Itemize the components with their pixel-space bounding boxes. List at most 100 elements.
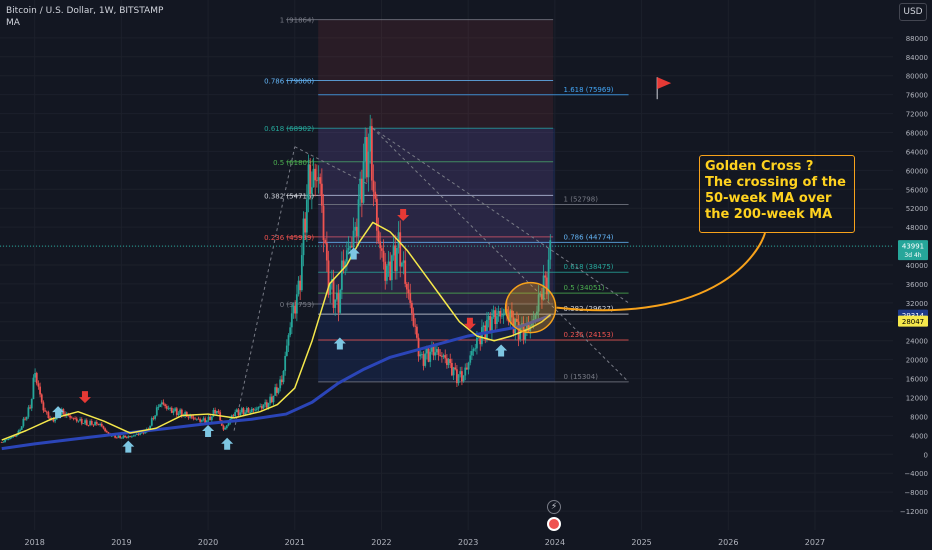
candle-body <box>269 396 272 403</box>
candle-body <box>367 151 370 178</box>
candle-body <box>437 349 440 355</box>
candle-body <box>70 417 73 419</box>
candle-body <box>461 371 463 382</box>
candle-body <box>154 415 157 419</box>
up-arrow-icon <box>52 406 65 419</box>
candle-body <box>69 415 71 418</box>
fib-level-label: 1 (91864) <box>280 17 315 25</box>
candle-body <box>122 435 125 438</box>
candle-body <box>320 183 323 206</box>
candle-body <box>40 394 43 403</box>
candle-body <box>295 294 298 314</box>
fib2-level-label: 0.618 (38475) <box>564 263 614 271</box>
fib-level-label: 0.618 (68902) <box>264 125 314 133</box>
candle-body <box>119 435 122 438</box>
candle-body <box>432 345 435 356</box>
candle-body <box>415 326 418 338</box>
candle-body <box>44 410 46 412</box>
trendline-dashed <box>372 127 629 383</box>
y-tick-label: 60000 <box>906 167 928 175</box>
candle-body <box>214 409 217 414</box>
candle-body <box>279 379 282 389</box>
y-tick-label: 80000 <box>906 73 928 81</box>
candle-body <box>134 434 137 436</box>
candle-body <box>45 411 48 413</box>
candle-body <box>0 441 3 443</box>
candle-body <box>267 402 270 408</box>
candle-body <box>305 199 308 233</box>
candle-body <box>451 363 453 376</box>
candle-body <box>27 407 30 417</box>
candle-body <box>387 261 390 266</box>
x-tick-label: 2026 <box>718 538 738 547</box>
candle-body <box>390 255 393 281</box>
candle-body <box>200 419 203 422</box>
fib-level-label: 0.5 (61809) <box>273 159 314 167</box>
candle-body <box>87 425 90 426</box>
candle-body <box>280 379 283 383</box>
currency-button[interactable]: USD <box>899 3 927 21</box>
candle-body <box>449 358 452 364</box>
candle-body <box>546 277 548 295</box>
candle-body <box>537 294 540 312</box>
candle-body <box>42 402 45 411</box>
candle-body <box>352 230 355 248</box>
candle-body <box>139 433 142 435</box>
candle-body <box>489 316 492 333</box>
candle-body <box>430 345 433 352</box>
candle-body <box>152 418 155 419</box>
candle-body <box>457 374 460 384</box>
candle-body <box>332 279 335 308</box>
y-tick-label: 88000 <box>906 35 928 43</box>
candle-body <box>412 313 415 326</box>
annotation-line-4: the 200-week MA <box>705 207 833 222</box>
candle-body <box>474 348 477 350</box>
candle-body <box>174 408 177 411</box>
candle-body <box>47 412 50 418</box>
candle-body <box>434 352 437 356</box>
trendline-dashed <box>372 127 629 304</box>
candle-body <box>506 309 508 313</box>
candle-body <box>39 386 41 395</box>
down-arrow-icon <box>78 391 91 404</box>
candle-body <box>524 329 527 340</box>
y-tick-label: 68000 <box>906 130 928 138</box>
candle-body <box>130 436 133 438</box>
golden-cross-annotation: Golden Cross ? The crossing of the 50-we… <box>699 155 855 233</box>
annotation-line-1: Golden Cross ? <box>705 159 814 174</box>
y-tick-label: 36000 <box>906 281 928 289</box>
y-tick-label: 76000 <box>906 92 928 100</box>
candle-body <box>389 261 392 281</box>
candle-body <box>170 407 173 413</box>
calendar-icon[interactable] <box>547 517 561 531</box>
candle-body <box>137 433 140 435</box>
y-tick-label: 12000 <box>906 395 928 403</box>
candle-body <box>364 137 367 162</box>
chart-header: Bitcoin / U.S. Dollar, 1W, BITSTAMP MA <box>6 5 163 29</box>
candle-body <box>259 406 262 407</box>
candle-body <box>184 412 187 416</box>
trendline-dashed <box>294 146 369 185</box>
candle-body <box>479 337 482 345</box>
fib2-level-label: 0.786 (44774) <box>564 233 614 241</box>
candle-body <box>422 354 425 366</box>
candle-body <box>260 406 263 409</box>
candle-body <box>234 412 237 417</box>
candle-body <box>444 355 447 359</box>
candle-body <box>340 260 343 290</box>
candle-body <box>262 404 265 409</box>
candle-body <box>75 418 78 422</box>
lightning-icon[interactable]: ⚡ <box>547 500 561 514</box>
candle-body <box>175 408 178 415</box>
up-arrow-icon <box>122 440 135 453</box>
candle-body <box>315 180 318 182</box>
candle-body <box>350 245 353 248</box>
candle-body <box>501 315 503 317</box>
candle-body <box>467 362 470 370</box>
candle-body <box>476 337 478 349</box>
candle-body <box>375 198 378 231</box>
candle-body <box>400 262 403 267</box>
candle-body <box>274 387 277 396</box>
candle-body <box>127 436 130 438</box>
